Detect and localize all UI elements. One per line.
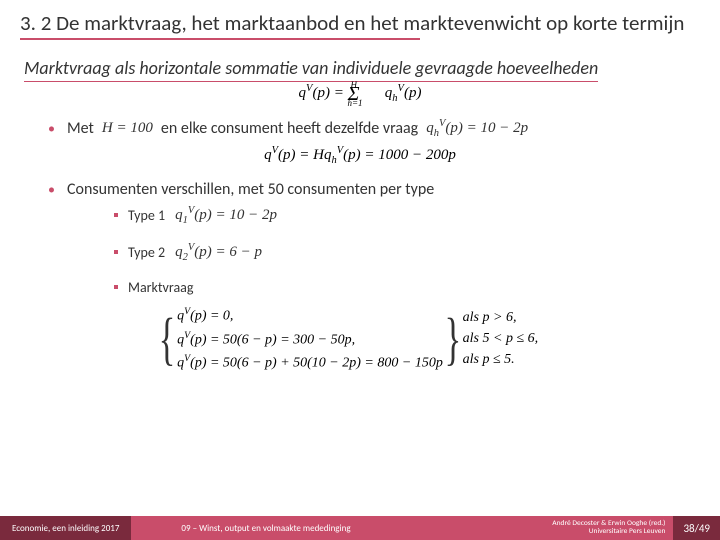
- type1-formula: q1V(p) = 10 − 2p: [175, 205, 277, 226]
- bullet1-text-b: en elke consument heeft dezelfde vraag: [161, 119, 418, 138]
- bullet1-formula: qhV(p) = 10 − 2p: [426, 118, 528, 139]
- summation-formula: qV(p) = Σh=1H qhV(p): [299, 85, 422, 101]
- piece-eq-3: qV(p) = 50(6 − p) + 50(10 − 2p) = 800 − …: [177, 353, 443, 372]
- derived-formula: qV(p) = HqhV(p) = 1000 − 200p: [264, 147, 456, 163]
- sub-dot-icon: [114, 213, 118, 217]
- piece-eq-1: qV(p) = 0,: [177, 306, 443, 325]
- sub-bullet-type2: Type 2 q2V(p) = 6 − p: [114, 242, 696, 263]
- piece-eq-2: qV(p) = 50(6 − p) = 300 − 50p,: [177, 330, 443, 349]
- footer-right: André Decoster & Erwin Ooghe (red.) Univ…: [552, 520, 673, 537]
- derived-formula-row: qV(p) = HqhV(p) = 1000 − 200p: [24, 145, 696, 166]
- bullet-1: • Met H = 100 en elke consument heeft de…: [48, 118, 696, 139]
- sub-dot-icon: [114, 250, 118, 254]
- sub-bullet-marktvraag: Marktvraag: [114, 279, 696, 296]
- piecewise-block: { qV(p) = 0, qV(p) = 50(6 − p) = 300 − 5…: [24, 306, 696, 372]
- subtitle: Marktvraag als horizontale sommatie van …: [24, 58, 598, 82]
- piece-cond-2: als 5 < p ≤ 6,: [463, 331, 563, 347]
- piece-cond-3: als p ≤ 5.: [463, 352, 563, 368]
- marktvraag-label: Marktvraag: [128, 279, 193, 296]
- bullet2-text: Consumenten verschillen, met 50 consumen…: [67, 180, 434, 199]
- bullet-2: • Consumenten verschillen, met 50 consum…: [48, 180, 696, 199]
- footer-right-2: Universitaire Pers Leuven: [552, 528, 665, 536]
- sub-dot-icon: [114, 285, 118, 289]
- content-area: Marktvraag als horizontale sommatie van …: [0, 40, 720, 372]
- title-block: 3. 2 De marktvraag, het marktaanbod en h…: [0, 0, 720, 40]
- piece-cond-1: als p > 6,: [463, 310, 563, 326]
- bullet-dot-icon: •: [48, 181, 55, 198]
- type1-label: Type 1: [128, 207, 165, 224]
- sub-bullet-type1: Type 1 q1V(p) = 10 − 2p: [114, 205, 696, 226]
- left-brace-icon: {: [159, 313, 176, 365]
- subtitle-row: Marktvraag als horizontale sommatie van …: [24, 58, 696, 82]
- footer-page: 38/49: [673, 516, 720, 540]
- type2-formula: q2V(p) = 6 − p: [175, 242, 262, 263]
- footer: Economie, een inleiding 2017 09 – Winst,…: [0, 516, 720, 540]
- type2-label: Type 2: [128, 244, 165, 261]
- bullet-dot-icon: •: [48, 120, 55, 137]
- slide-title: 3. 2 De marktvraag, het marktaanbod en h…: [20, 10, 700, 36]
- piecewise-right-col: als p > 6, als 5 < p ≤ 6, als p ≤ 5.: [463, 310, 563, 368]
- bullet1-text-a: Met: [67, 119, 94, 138]
- summation-formula-row: qV(p) = Σh=1H qhV(p): [24, 80, 696, 104]
- footer-mid: 09 – Winst, output en volmaakte mededing…: [131, 523, 552, 534]
- bullet1-h: H = 100: [102, 120, 153, 137]
- footer-left: Economie, een inleiding 2017: [0, 516, 131, 540]
- right-brace-icon: {: [444, 313, 461, 365]
- piecewise-left-col: qV(p) = 0, qV(p) = 50(6 − p) = 300 − 50p…: [177, 306, 443, 372]
